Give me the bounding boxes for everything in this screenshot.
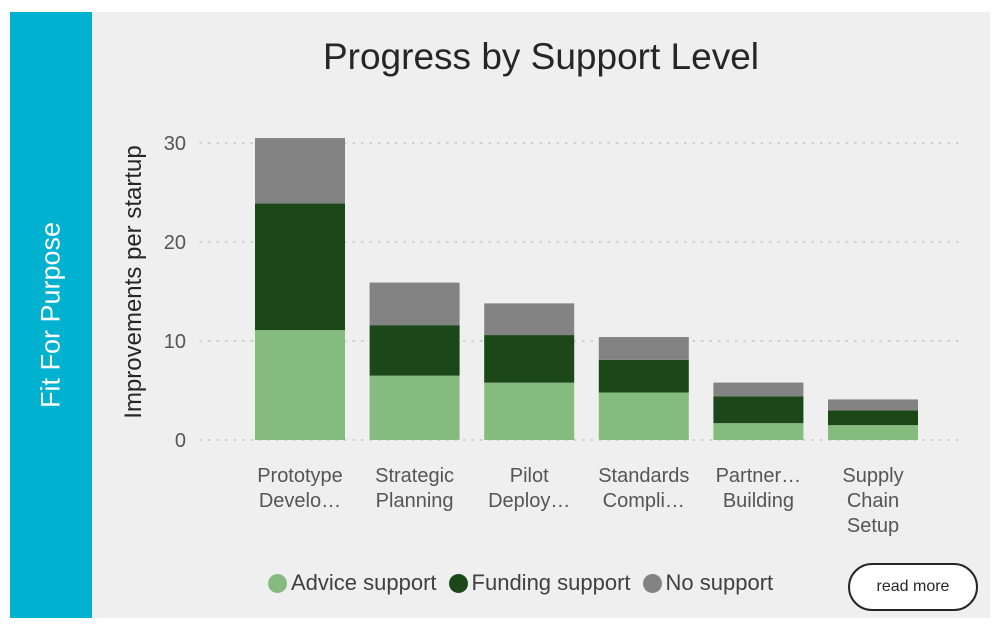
- bar-4-1: [713, 396, 804, 424]
- bar-5-1: [828, 410, 918, 426]
- x-tick-label-0: Prototype Develo…: [257, 465, 343, 512]
- legend-item-funding[interactable]: Funding support: [448, 570, 631, 596]
- chart-title: Progress by Support Level: [322, 36, 759, 77]
- legend-swatch-advice: [268, 573, 287, 593]
- bar-0-2: [255, 138, 345, 204]
- legend-label-advice: Advice support: [291, 570, 437, 595]
- bar-3-1: [598, 359, 689, 393]
- y-tick-label-10: 10: [164, 331, 186, 353]
- bar-2-1: [484, 335, 575, 383]
- bar-2-0: [484, 382, 575, 440]
- bar-5-2: [828, 399, 918, 411]
- legend: Advice support Funding support No suppor…: [268, 570, 773, 596]
- bar-3-2: [598, 337, 689, 360]
- x-tick-label-4: Partner… Building: [716, 465, 802, 512]
- legend-label-funding: Funding support: [471, 570, 631, 595]
- chart-card: Fit For Purpose Progress by Support Leve…: [10, 12, 990, 618]
- legend-swatch-funding: [448, 573, 468, 593]
- x-tick-label-5: Supply Chain Setup: [842, 465, 903, 537]
- chart-plot: 0 10 20 30 Prototype Develo… Strategic Planning…: [164, 133, 966, 537]
- bar-1-2: [369, 282, 460, 326]
- bar-3-0: [598, 392, 689, 440]
- x-tick-label-2: Pilot Deploy…: [488, 465, 570, 512]
- y-tick-label-0: 0: [175, 430, 186, 452]
- bar-0-0: [255, 330, 345, 440]
- legend-item-advice[interactable]: Advice support: [268, 570, 437, 596]
- bar-2-2: [484, 303, 575, 336]
- x-tick-label-3: Standards Compli…: [598, 465, 689, 512]
- y-tick-label-30: 30: [164, 133, 186, 155]
- bar-4-2: [713, 382, 804, 397]
- bar-0-1: [255, 203, 345, 331]
- legend-swatch-no-support: [642, 573, 662, 593]
- legend-item-no-support[interactable]: No support: [642, 570, 774, 596]
- legend-label-no-support: No support: [665, 570, 774, 595]
- bar-5-0: [828, 425, 918, 440]
- y-tick-label-20: 20: [164, 232, 186, 254]
- x-tick-label-1: Strategic Planning: [375, 465, 454, 512]
- bar-1-1: [369, 325, 460, 376]
- bar-1-0: [369, 375, 460, 440]
- bar-4-0: [713, 423, 804, 440]
- side-band: Fit For Purpose: [10, 12, 92, 618]
- read-more-button[interactable]: read more: [848, 563, 978, 611]
